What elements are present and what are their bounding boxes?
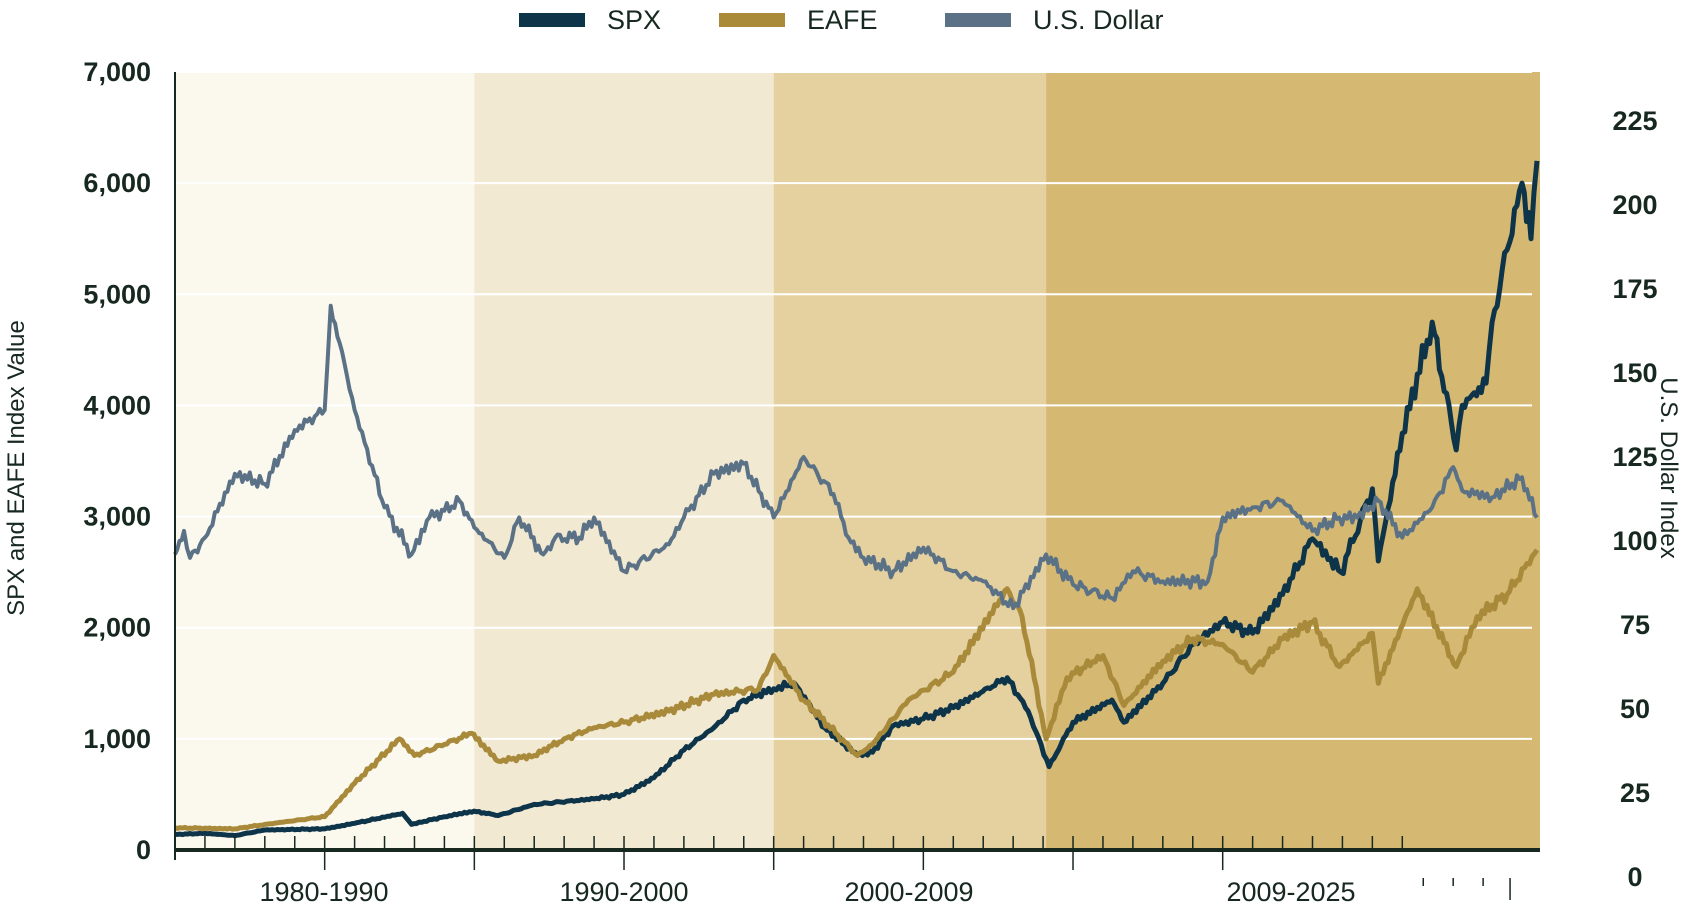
x-period-label: 2009-2025: [1226, 877, 1355, 907]
legend-item-spx: SPX: [519, 2, 661, 38]
y-tick-label-left: 3,000: [83, 502, 151, 532]
y-tick-label-left: 6,000: [83, 168, 151, 198]
y-tick-label-right: 175: [1612, 274, 1657, 304]
series-line-eafe: [174, 548, 1540, 832]
y-tick-label-right: 100: [1612, 526, 1657, 556]
y-tick-label-right: 50: [1620, 694, 1650, 724]
period-band-1980-1990: [175, 72, 475, 850]
y-tick-label-left: 5,000: [83, 279, 151, 309]
period-band-2000-2009: [773, 72, 1047, 850]
legend-swatch-usd: [945, 13, 1011, 27]
y-tick-label-left: 1,000: [83, 724, 151, 754]
y-tick-label-left: 0: [136, 835, 151, 865]
legend-swatch-spx: [519, 13, 585, 27]
y-tick-label-right: 75: [1620, 610, 1650, 640]
y-tick-label-right: 0: [1627, 862, 1642, 892]
legend-swatch-eafe: [719, 13, 785, 27]
y-tick-label-left: 7,000: [83, 57, 151, 87]
y-tick-label-right: 225: [1612, 106, 1657, 136]
y-tick-label-left: 4,000: [83, 390, 151, 420]
x-period-label: 2000-2009: [844, 877, 973, 907]
y-tick-label-right: 25: [1620, 778, 1650, 808]
period-band-2009-2025: [1046, 72, 1540, 850]
legend: SPX EAFE U.S. Dollar: [0, 2, 1687, 38]
legend-item-usd: U.S. Dollar: [945, 2, 1164, 38]
legend-label-eafe: EAFE: [807, 4, 878, 35]
series-line-u-s-dollar: [173, 303, 1539, 611]
y-tick-label-right: 125: [1612, 442, 1657, 472]
x-period-label: 1990-2000: [559, 877, 688, 907]
legend-label-spx: SPX: [607, 4, 662, 35]
x-period-label: 1980-1990: [259, 877, 388, 907]
legend-item-eafe: EAFE: [719, 2, 878, 38]
y-tick-label-right: 200: [1612, 190, 1657, 220]
y-tick-label-right: 150: [1612, 358, 1657, 388]
period-band-1990-2000: [474, 72, 774, 850]
y-tick-label-left: 2,000: [83, 613, 151, 643]
legend-label-usd: U.S. Dollar: [1033, 4, 1164, 35]
